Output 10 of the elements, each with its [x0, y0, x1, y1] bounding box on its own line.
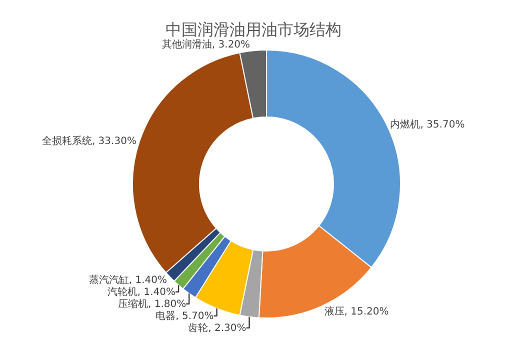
- chart-title: 中国润滑油用油市场结构: [166, 20, 342, 39]
- slice-label: 汽轮机, 1.40%: [107, 286, 176, 298]
- slice-label: 齿轮, 2.30%: [188, 322, 246, 334]
- slice-label: 液压, 15.20%: [324, 305, 389, 318]
- slice-label: 全损耗系统, 33.30%: [42, 134, 136, 147]
- slice-label: 蒸汽汽缸, 1.40%: [88, 274, 167, 286]
- slice-label: 其他润滑油, 3.20%: [162, 38, 250, 51]
- slice-label: 电器, 5.70%: [156, 310, 214, 322]
- slice-label: 内燃机, 35.70%: [390, 118, 465, 131]
- slice-label: 压缩机, 1.80%: [118, 298, 186, 310]
